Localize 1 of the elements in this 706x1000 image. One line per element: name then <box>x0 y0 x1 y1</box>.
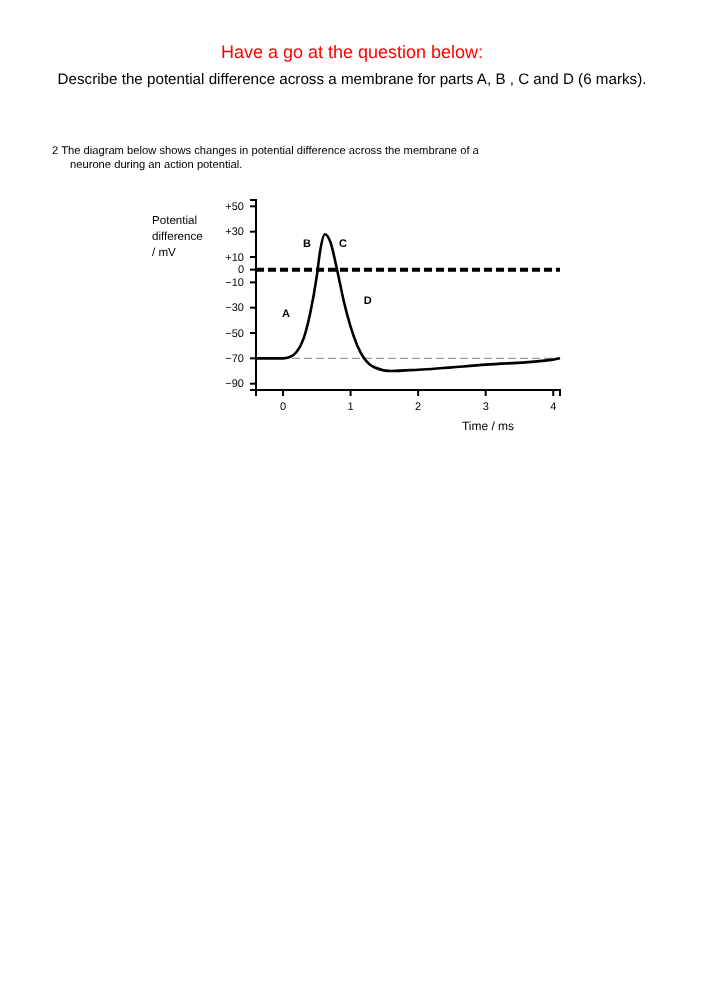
chart-title: Have a go at the question below: <box>220 42 484 62</box>
